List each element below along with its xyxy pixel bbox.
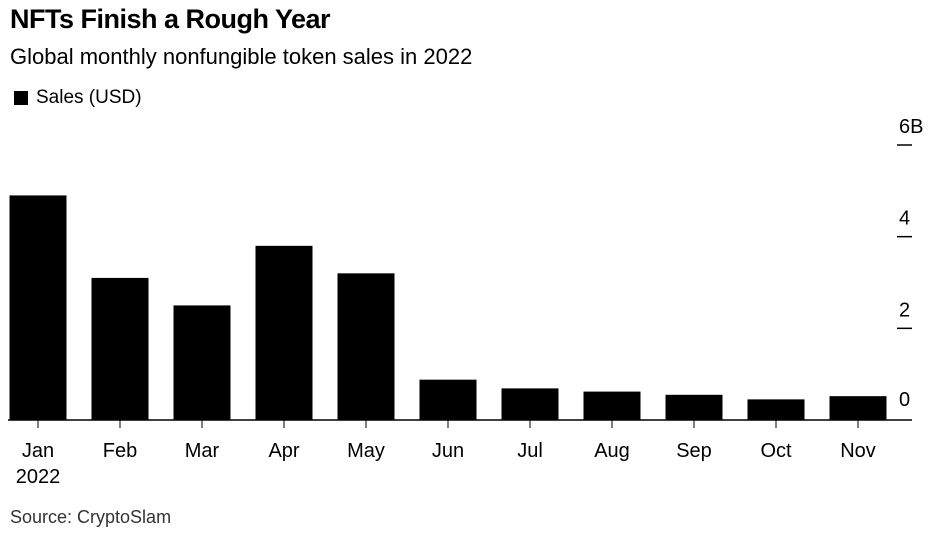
legend-label: Sales (USD) <box>36 87 142 108</box>
y-tick-label-6: 6B <box>899 116 923 138</box>
x-tick-label-may: May <box>347 440 385 462</box>
x-tick-label-mar: Mar <box>185 440 220 462</box>
chart-title: NFTs Finish a Rough Year <box>10 4 331 34</box>
bar-jun <box>419 379 477 420</box>
x-tick-sublabel-jan: 2022 <box>16 466 61 488</box>
bar-jul <box>501 388 559 420</box>
bar-mar <box>173 305 231 420</box>
legend-swatch <box>14 91 28 105</box>
bar-jan <box>9 195 67 420</box>
bar-sep <box>665 394 723 420</box>
x-tick-label-feb: Feb <box>103 440 137 462</box>
bar-oct <box>747 399 805 420</box>
x-tick-label-apr: Apr <box>268 440 299 462</box>
bar-feb <box>91 277 149 420</box>
bar-apr <box>255 245 313 420</box>
x-tick-label-jun: Jun <box>432 440 464 462</box>
x-tick-label-sep: Sep <box>676 440 712 462</box>
x-tick-label-aug: Aug <box>594 440 630 462</box>
x-tick-label-jul: Jul <box>517 440 543 462</box>
source-note: Source: CryptoSlam <box>10 507 172 527</box>
x-tick-label-nov: Nov <box>840 440 876 462</box>
bar-nov <box>829 396 887 420</box>
x-tick-label-oct: Oct <box>760 440 792 462</box>
legend: Sales (USD) <box>14 87 142 109</box>
y-tick-label-4: 4 <box>899 208 910 230</box>
bar-aug <box>583 391 641 420</box>
y-tick-label-0: 0 <box>899 389 910 411</box>
chart-subtitle: Global monthly nonfungible token sales i… <box>10 44 473 69</box>
y-tick-label-2: 2 <box>899 299 910 321</box>
bar-may <box>337 273 395 420</box>
x-tick-label-jan: Jan <box>22 440 54 462</box>
